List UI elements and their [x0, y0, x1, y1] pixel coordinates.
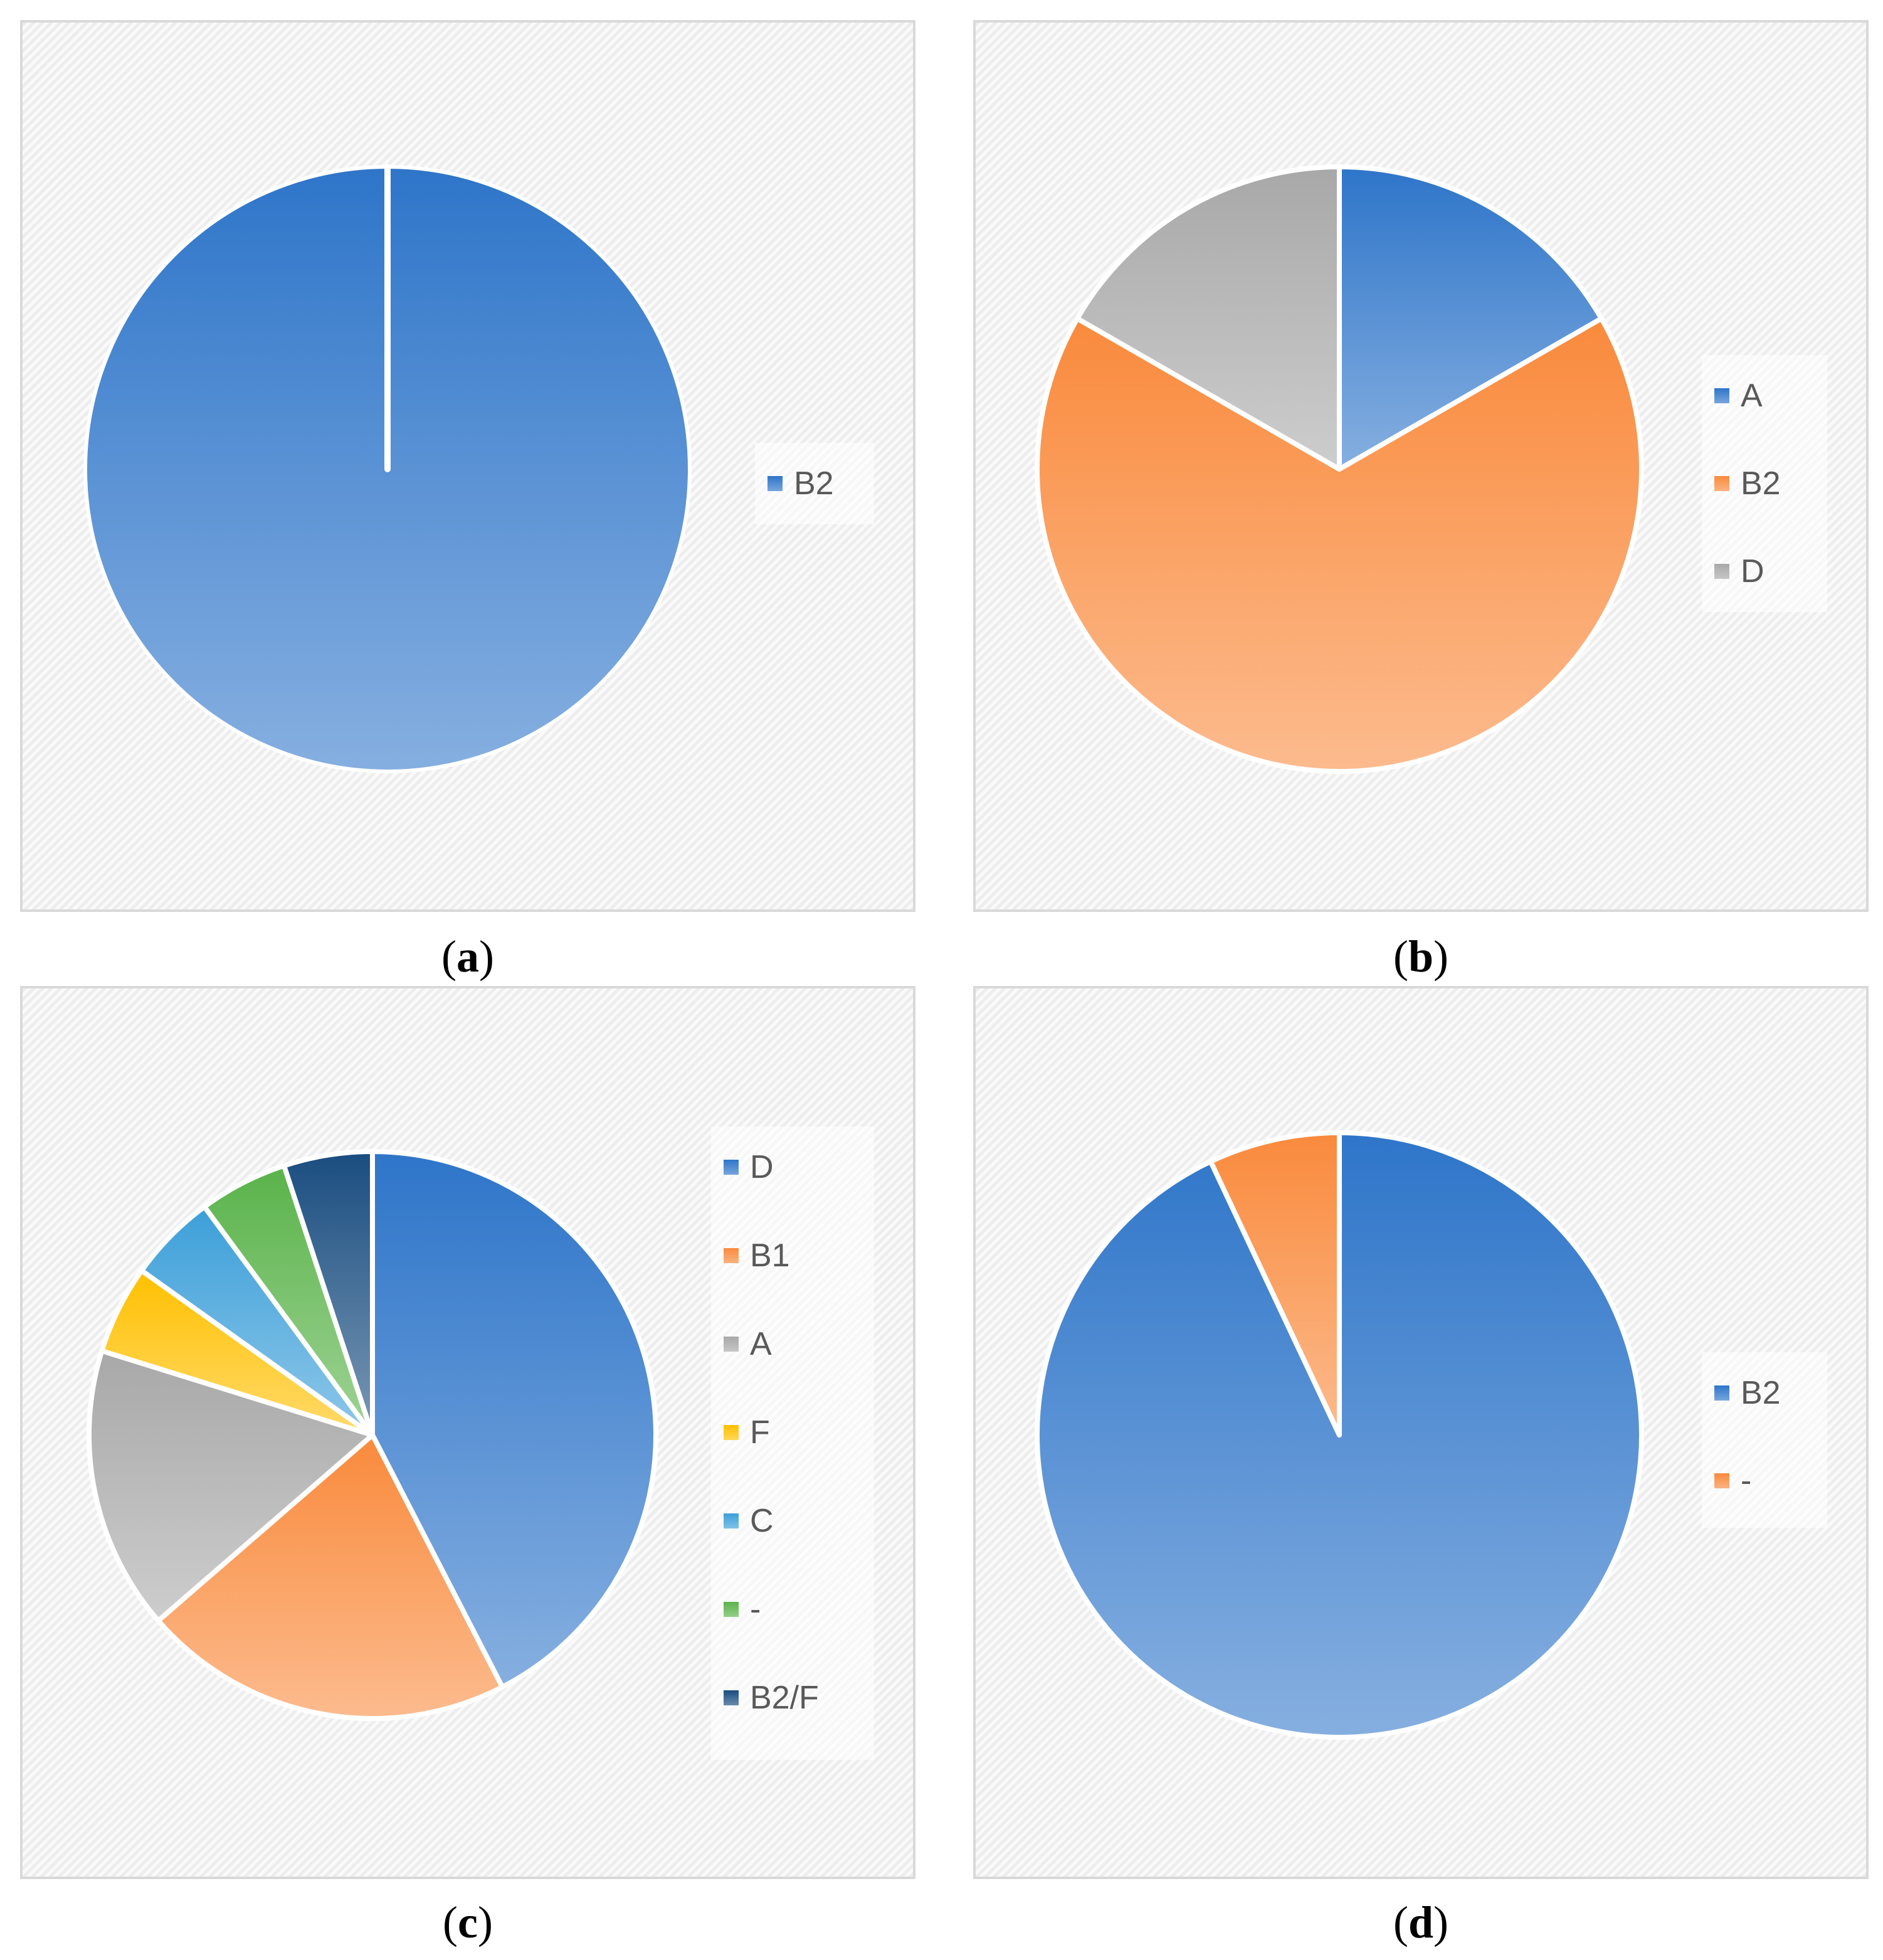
legend-item: A [1702, 374, 1763, 418]
legend-item: B2 [1702, 462, 1781, 506]
chart-panel-c: D B1 A F C - B2/F [20, 986, 915, 1879]
chart-panel-b: A B2 D [973, 20, 1869, 912]
legend-label: B2 [794, 465, 834, 502]
pie-slice-b-1 [1035, 315, 1644, 774]
legend-swatch [767, 476, 783, 491]
legend-swatch [724, 1337, 739, 1352]
legend-label: B2/F [750, 1680, 819, 1716]
chart-panel-d: B2 - [973, 986, 1869, 1879]
legend-label: B2 [1741, 1375, 1781, 1411]
legend-swatch [1714, 1473, 1729, 1488]
legend-item: B2 [755, 462, 834, 506]
legend-label: - [750, 1591, 761, 1628]
pie-slice-b-0 [1337, 164, 1604, 472]
legend-swatch [1714, 388, 1729, 403]
caption-c: (c) [443, 1897, 493, 1947]
caption-d: (d) [1393, 1897, 1448, 1947]
legend-item: D [711, 1145, 774, 1189]
legend-swatch [724, 1690, 739, 1705]
legend-item: D [1702, 549, 1764, 593]
legend-item: B2/F [711, 1676, 819, 1720]
legend-b: A B2 D [1702, 355, 1827, 612]
legend-swatch [724, 1160, 739, 1175]
legend-c: D B1 A F C - B2/F [711, 1126, 874, 1760]
legend-swatch [1714, 476, 1729, 491]
legend-item: A [711, 1322, 772, 1366]
legend-item: C [711, 1499, 774, 1543]
caption-b: (b) [1393, 931, 1448, 982]
legend-swatch [724, 1513, 739, 1528]
legend-label: D [750, 1149, 774, 1185]
legend-item: - [711, 1587, 761, 1631]
legend-label: D [1741, 553, 1764, 590]
legend-d: B2 - [1702, 1352, 1827, 1528]
pie-slice-c-6 [281, 1149, 375, 1438]
legend-item: F [711, 1411, 770, 1454]
legend-item: - [1702, 1459, 1751, 1503]
legend-item: B2 [1702, 1371, 1781, 1415]
legend-label: A [1741, 378, 1763, 414]
legend-swatch [724, 1248, 739, 1263]
legend-swatch [724, 1602, 739, 1617]
chart-panel-a: B2 [20, 20, 915, 912]
legend-swatch [1714, 564, 1729, 579]
pie-slice-c-2 [87, 1348, 375, 1623]
legend-swatch [1714, 1385, 1729, 1401]
legend-label: C [750, 1503, 774, 1539]
caption-a: (a) [441, 931, 494, 982]
pie-slice-b-2 [1075, 164, 1342, 472]
legend-item: B1 [711, 1234, 790, 1278]
legend-label: - [1741, 1463, 1752, 1499]
legend-a: B2 [755, 443, 874, 524]
pie-chart-b [1035, 164, 1644, 774]
legend-label: F [750, 1414, 770, 1451]
pie-slice-a-0 [83, 164, 692, 773]
pie-chart-d [1035, 1130, 1644, 1740]
legend-label: A [750, 1326, 772, 1362]
pie-slice-c-0 [370, 1149, 658, 1690]
pie-chart-a [83, 164, 692, 773]
pie-slice-c-1 [156, 1433, 505, 1721]
pie-chart-c [87, 1149, 658, 1721]
legend-label: B2 [1741, 465, 1781, 502]
legend-label: B1 [750, 1237, 790, 1274]
pie-slice-d-1 [1208, 1130, 1342, 1438]
legend-swatch [724, 1425, 739, 1440]
